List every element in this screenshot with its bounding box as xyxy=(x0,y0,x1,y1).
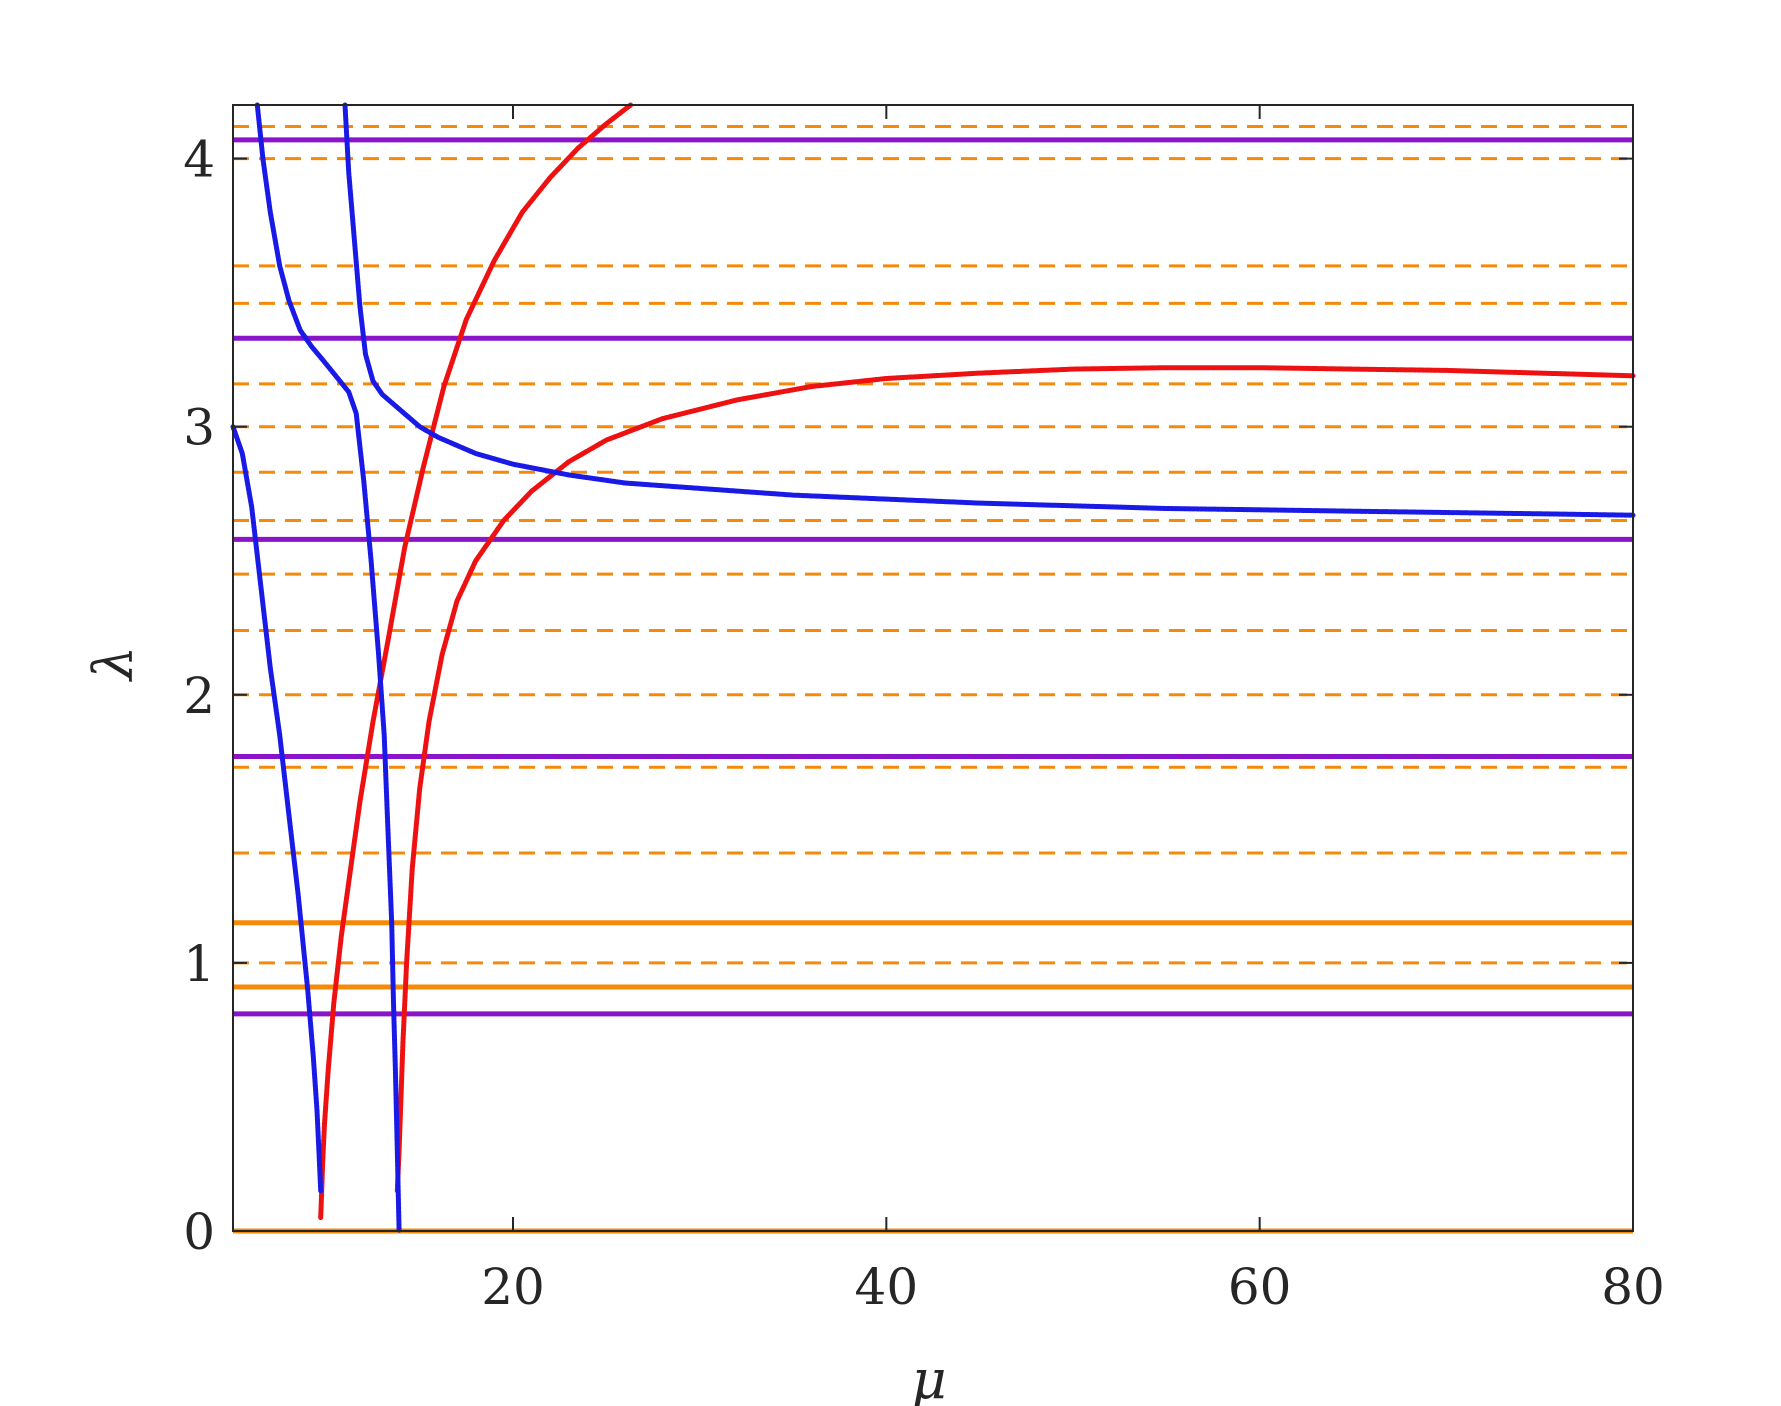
y-tick-label: 0 xyxy=(183,1203,215,1261)
x-tick-label: 40 xyxy=(855,1258,919,1316)
curve-red-0 xyxy=(318,102,634,1221)
y-tick-label: 2 xyxy=(183,667,215,725)
tick-labels: 20 40 60 80 0 1 2 3 4 xyxy=(183,131,1665,1316)
axes xyxy=(232,104,1634,1232)
x-axis-label: μ xyxy=(911,1348,946,1406)
data-curves xyxy=(230,102,1636,1234)
curve-blue-3 xyxy=(254,102,402,1234)
y-tick-label: 1 xyxy=(183,935,215,993)
x-tick-label: 20 xyxy=(481,1258,545,1316)
x-tick-label: 80 xyxy=(1601,1258,1665,1316)
plot-frame xyxy=(232,104,1634,1232)
y-tick-label: 4 xyxy=(183,131,215,189)
curve-blue-2 xyxy=(230,424,324,1194)
x-tick-label: 60 xyxy=(1228,1258,1292,1316)
curve-red-1 xyxy=(394,365,1636,1194)
curve-blue-4 xyxy=(342,102,1636,518)
y-tick-label: 3 xyxy=(183,399,215,457)
y-axis-label: λ xyxy=(82,646,145,682)
